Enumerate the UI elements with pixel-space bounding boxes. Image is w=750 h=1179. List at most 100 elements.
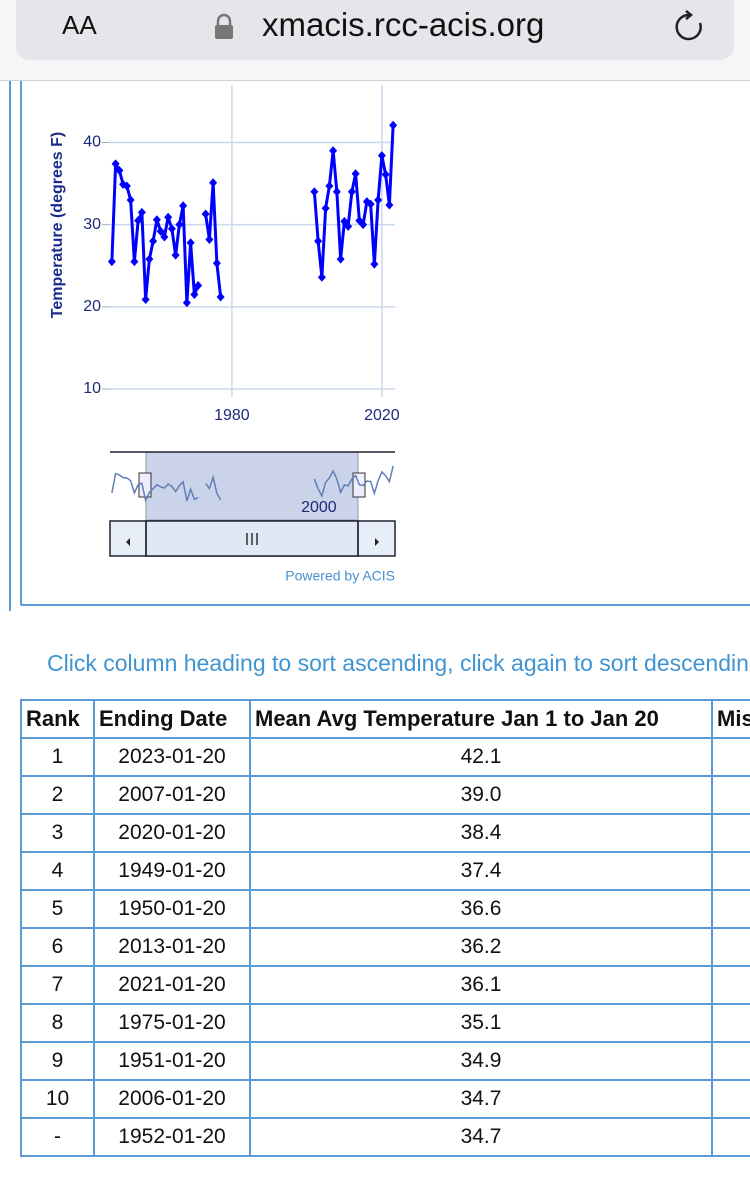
data-point [381,170,390,180]
data-point [209,178,218,188]
data-point [107,257,116,267]
table-cell [711,889,750,929]
data-point [314,236,323,246]
table-row: -1952-01-20 34.7 [20,1117,750,1157]
column-header[interactable]: Rank [20,699,95,739]
data-point [351,169,360,179]
data-point [194,280,203,290]
data-point [156,226,165,236]
table-cell: 1952-01-20 [93,1117,251,1157]
column-header[interactable]: Mean Avg Temperature Jan 1 to Jan 20 [249,699,713,739]
data-point [179,201,188,211]
data-point [366,199,375,209]
data-point [149,236,158,246]
data-point [385,200,394,210]
data-point [336,254,345,264]
table-cell: 34.7 [249,1079,713,1119]
table-cell: 2013-01-20 [93,927,251,967]
y-tick-label: 40 [83,134,101,151]
data-point [175,220,184,230]
data-point [182,298,191,308]
table-cell [711,813,750,853]
data-point [201,209,210,219]
ranking-table: Rank Ending Date Mean Avg Temperature Jan … [20,699,750,1157]
data-point [190,290,199,300]
data-point [359,220,368,230]
text-size-button[interactable]: AA [62,10,97,40]
table-cell: 42.1 [249,737,713,777]
address-pill[interactable]: AA xmacis.rcc-acis.org [16,0,734,60]
data-point [145,254,154,264]
table-cell: 9 [20,1041,95,1081]
table-cell: 34.9 [249,1041,713,1081]
y-tick-label: 10 [83,380,101,397]
scroll-right[interactable] [375,538,379,546]
y-axis-label: Temperature (degrees F) [49,132,66,318]
data-point [321,203,330,213]
table-cell [711,737,750,777]
data-point [389,120,398,130]
data-point [317,272,326,282]
data-point [137,207,146,217]
url[interactable]: xmacis.rcc-acis.org [262,6,545,43]
table-cell: 1975-01-20 [93,1003,251,1043]
table-cell [711,1117,750,1157]
scroll-left[interactable] [126,538,130,546]
table-cell: 35.1 [249,1003,713,1043]
data-point [130,257,139,267]
table-cell: 2 [20,775,95,815]
data-point [205,234,214,244]
table-cell: 2023-01-20 [93,737,251,777]
column-header[interactable]: Missing Count [711,699,750,739]
table-cell: 3 [20,813,95,853]
data-point [115,165,124,175]
table-cell [711,1041,750,1081]
credit: Powered by ACIS [285,568,395,584]
data-point [111,159,120,169]
table-row: 3 2020-01-20 38.4 [20,813,750,853]
data-point [186,238,195,248]
table-cell: 36.2 [249,927,713,967]
table-row: 6 2013-01-20 36.2 [20,927,750,967]
table-row: 8 1975-01-20 35.1 [20,1003,750,1043]
y-tick-label: 20 [83,298,101,315]
table-cell: - [20,1117,95,1157]
data-point [216,292,225,302]
table-cell: 6 [20,927,95,967]
table-cell [711,1079,750,1119]
table-cell: 38.4 [249,813,713,853]
series-line [110,125,395,305]
table-cell: 4 [20,851,95,891]
table-cell: 39.0 [249,775,713,815]
data-point [310,187,319,197]
sort-note: Click column heading to sort ascending, … [47,650,750,676]
navigator[interactable] [109,451,396,557]
column-header[interactable]: Ending Date [93,699,251,739]
table-row: 2 2007-01-20 39.0 [20,775,750,815]
table-row: 9 1951-01-20 34.9 [20,1041,750,1081]
table-cell: 2020-01-20 [93,813,251,853]
navigator-tick-label: 2000 [301,499,337,516]
table-cell [711,927,750,967]
table-cell: 37.4 [249,851,713,891]
table-cell [711,965,750,1005]
data-point [152,215,161,225]
table-cell: 10 [20,1079,95,1119]
lock-icon [215,13,233,39]
data-point [160,232,169,242]
reload-icon[interactable] [672,10,706,44]
data-point [340,216,349,226]
data-point [122,181,131,191]
table-row: 4 1949-01-20 37.4 [20,851,750,891]
table-cell [711,1003,750,1043]
data-point [325,181,334,191]
data-point [134,216,143,226]
table-cell: 1951-01-20 [93,1041,251,1081]
navigator-line [111,465,394,503]
table-cell: 7 [20,965,95,1005]
table-cell: 2006-01-20 [93,1079,251,1119]
data-point [344,221,353,231]
table-cell: 8 [20,1003,95,1043]
table-cell: 1950-01-20 [93,889,251,929]
